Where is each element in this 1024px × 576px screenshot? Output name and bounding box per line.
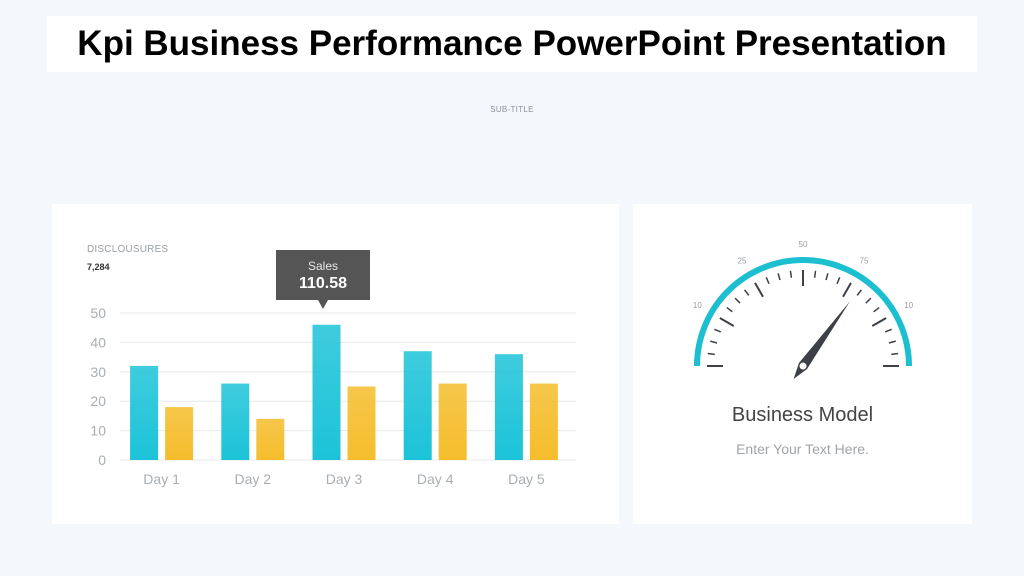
gauge-tick [719,317,735,327]
gauge-tick-label: 10 [693,301,702,310]
bar[interactable] [312,324,341,460]
gauge-tick [856,289,863,296]
gauge-tick-label: 10 [904,301,913,310]
title-bar: Kpi Business Performance PowerPoint Pres… [47,16,977,72]
gauge-arc [694,257,912,367]
gauge-card: 10 25 50 75 10 Business Model Enter Your Tex… [633,204,972,524]
gauge-tick [813,270,817,278]
bar[interactable] [256,418,285,460]
gauge-needle [793,301,851,379]
disclosures-label: DISCLOUSURES [87,244,169,255]
bar[interactable] [494,354,523,460]
x-tick-label: Day 3 [326,471,363,487]
gauge-tick [765,277,770,285]
y-tick-label: 40 [90,334,106,350]
gauge-tick [884,328,892,333]
y-tick-label: 10 [90,423,106,439]
bar-chart-card: 0 10 20 30 40 50 Day 1 Day 2 Day 3 Day 4 Day 5 DIS… [52,204,619,524]
gauge-tick [707,352,715,356]
y-tick-label: 20 [90,393,106,409]
gauge-tick [789,270,793,278]
bar-chart: 0 10 20 30 40 50 Day 1 Day 2 Day 3 Day 4 Day 5 [90,305,576,487]
gauge-tick [734,297,741,304]
y-tick-label: 0 [98,452,106,468]
gauge-tick-label: 25 [738,256,747,265]
gauge-tick [871,317,887,327]
gauge-tick [842,282,852,298]
gauge-title: Business Model [731,404,874,426]
gauge-tick [836,277,841,285]
gauge-tick [891,352,899,356]
page-subtitle: SUB-TITLE [490,105,534,114]
gauge-tick [873,306,880,313]
y-tick-label: 30 [90,364,106,380]
bar[interactable] [529,383,558,460]
bar[interactable] [165,407,194,460]
x-tick-label: Day 2 [235,471,272,487]
gauge-hub [799,362,807,370]
y-tick-label: 50 [90,305,106,321]
gauge-tick [777,273,781,281]
sales-tooltip: Sales 110.58 [276,250,370,309]
gauge-tick [825,273,829,281]
gauge-text: Enter Your Text Here. [736,441,869,457]
gauge-tick [743,289,750,296]
tooltip-value: 110.58 [298,275,348,292]
gauge: 10 25 50 75 10 [693,240,914,379]
bar[interactable] [347,386,376,461]
bar[interactable] [403,351,432,460]
x-tick-label: Day 5 [508,471,545,487]
gauge-tick [888,340,896,344]
x-tick-label: Day 4 [417,471,454,487]
bar[interactable] [221,383,250,460]
x-tick-label: Day 1 [143,471,180,487]
gauge-tick-label: 75 [860,256,869,265]
gauge-tick [754,282,764,298]
page-title: Kpi Business Performance PowerPoint Pres… [77,24,947,63]
gauge-tick [714,328,722,333]
tooltip-arrow [318,300,328,309]
gauge-tick-label: 50 [799,240,808,249]
gauge-tick [865,297,872,304]
bar[interactable] [130,365,159,460]
disclosures-value: 7,284 [87,262,110,272]
gauge-tick [710,340,718,344]
gauge-tick [726,306,733,313]
tooltip-name: Sales [307,259,339,273]
bar[interactable] [438,383,467,460]
